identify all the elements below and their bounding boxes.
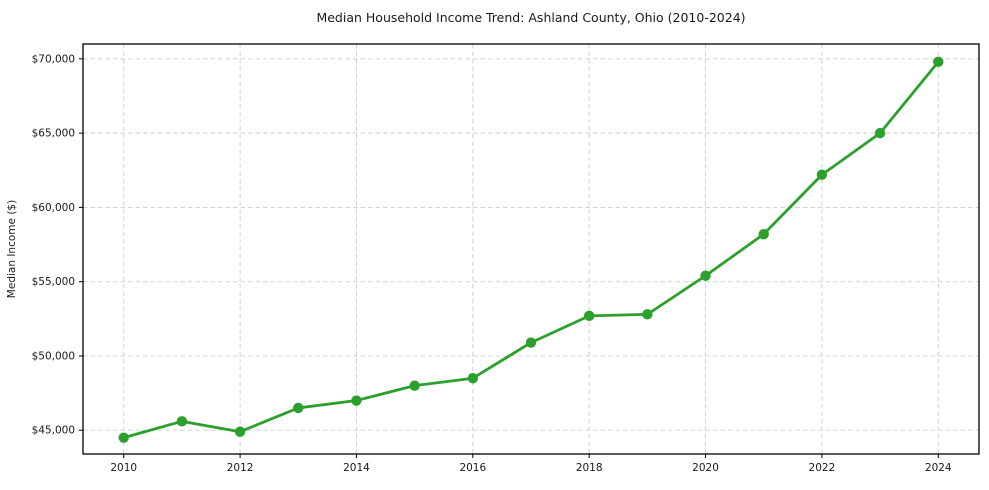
data-point: [525, 337, 537, 348]
trend-line: [122, 60, 940, 440]
y-tick-label: $45,000: [32, 425, 75, 437]
y-tick-label: $50,000: [32, 350, 75, 362]
data-point: [118, 432, 129, 443]
axis-ticks: [79, 58, 939, 458]
y-tick-label: $65,000: [32, 128, 75, 140]
chart-title: Median Household Income Trend: Ashland C…: [316, 10, 746, 25]
data-point: [874, 127, 886, 139]
y-axis-label: Median Income ($): [6, 200, 18, 298]
data-point: [351, 395, 362, 406]
data-point: [467, 373, 479, 384]
x-tick-label: 2014: [343, 462, 370, 474]
x-tick-label: 2016: [459, 462, 486, 474]
data-point: [293, 402, 304, 414]
data-point: [234, 426, 246, 437]
x-tick-label: 2022: [809, 462, 836, 474]
y-tick-label: $55,000: [32, 276, 75, 288]
data-points: [118, 56, 944, 443]
y-tick-label: $60,000: [32, 202, 75, 214]
data-point: [933, 56, 944, 68]
x-tick-label: 2010: [110, 462, 137, 474]
x-tick-label: 2024: [925, 462, 952, 474]
x-tick-label: 2018: [576, 462, 603, 474]
x-tick-label: 2012: [227, 462, 254, 474]
gridlines: [83, 44, 979, 454]
data-point: [816, 169, 828, 180]
data-point: [642, 309, 653, 320]
data-point: [583, 310, 595, 322]
data-point: [700, 270, 711, 281]
plot-border: [82, 43, 980, 455]
data-point: [409, 380, 420, 391]
y-tick-label: $70,000: [32, 53, 75, 65]
data-point: [758, 228, 769, 240]
data-point: [176, 416, 188, 427]
x-tick-label: 2020: [692, 462, 719, 474]
